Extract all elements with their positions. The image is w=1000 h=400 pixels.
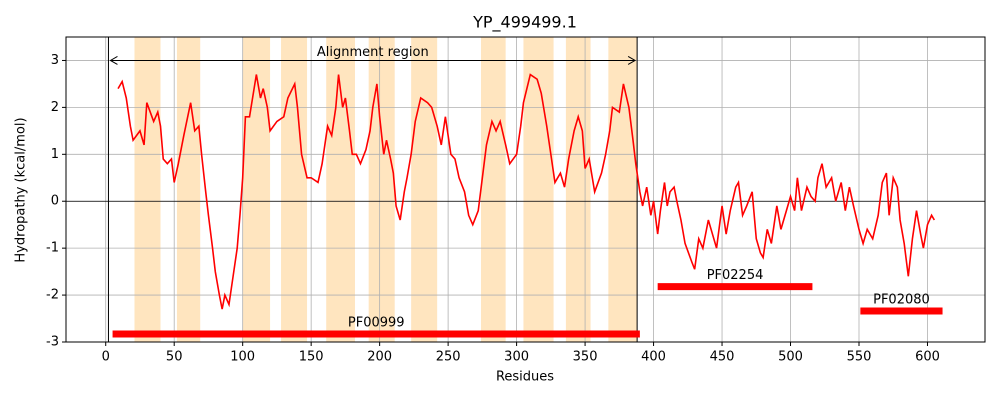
y-tick-label: -2 xyxy=(46,288,59,303)
x-tick-label: 600 xyxy=(915,350,940,365)
x-tick-label: 50 xyxy=(166,350,183,365)
x-tick-label: 550 xyxy=(847,350,872,365)
y-tick-label: -3 xyxy=(46,335,59,350)
region xyxy=(411,37,438,342)
arrow-head xyxy=(627,56,637,65)
arrow-head xyxy=(109,56,118,65)
x-axis-label: Residues xyxy=(496,370,554,385)
x-tick-label: 400 xyxy=(641,350,666,365)
region xyxy=(176,37,201,342)
x-tick-label: 100 xyxy=(230,350,255,365)
domain-label: PF02254 xyxy=(707,268,764,283)
x-tick-label: 150 xyxy=(299,350,324,365)
region xyxy=(480,37,506,342)
y-tick-label: 2 xyxy=(51,100,59,115)
plot-frame xyxy=(65,36,986,343)
y-tick-label: 0 xyxy=(51,194,59,209)
x-tick-label: 450 xyxy=(710,350,735,365)
region xyxy=(281,37,308,342)
x-tick-label: 250 xyxy=(436,350,461,365)
y-tick-label: -1 xyxy=(46,241,59,256)
region xyxy=(134,37,161,342)
hydropathy-line xyxy=(117,73,936,310)
x-tick-label: 300 xyxy=(504,350,529,365)
alignment-label: Alignment region xyxy=(317,45,429,60)
x-tick-label: 350 xyxy=(573,350,598,365)
y-tick-label: 1 xyxy=(51,147,59,162)
region xyxy=(368,37,395,342)
x-tick-label: 500 xyxy=(778,350,803,365)
chart-title: YP_499499.1 xyxy=(472,13,577,33)
region xyxy=(565,37,591,342)
region xyxy=(523,37,554,342)
x-tick-label: 200 xyxy=(367,350,392,365)
y-axis-label: Hydropathy (kcal/mol) xyxy=(14,117,29,262)
region xyxy=(608,37,638,342)
domain-label: PF02080 xyxy=(873,293,930,308)
domain-label: PF00999 xyxy=(348,316,405,331)
region xyxy=(242,37,271,342)
x-tick-label: 0 xyxy=(102,350,110,365)
region xyxy=(326,37,355,342)
y-tick-label: 3 xyxy=(51,53,59,68)
